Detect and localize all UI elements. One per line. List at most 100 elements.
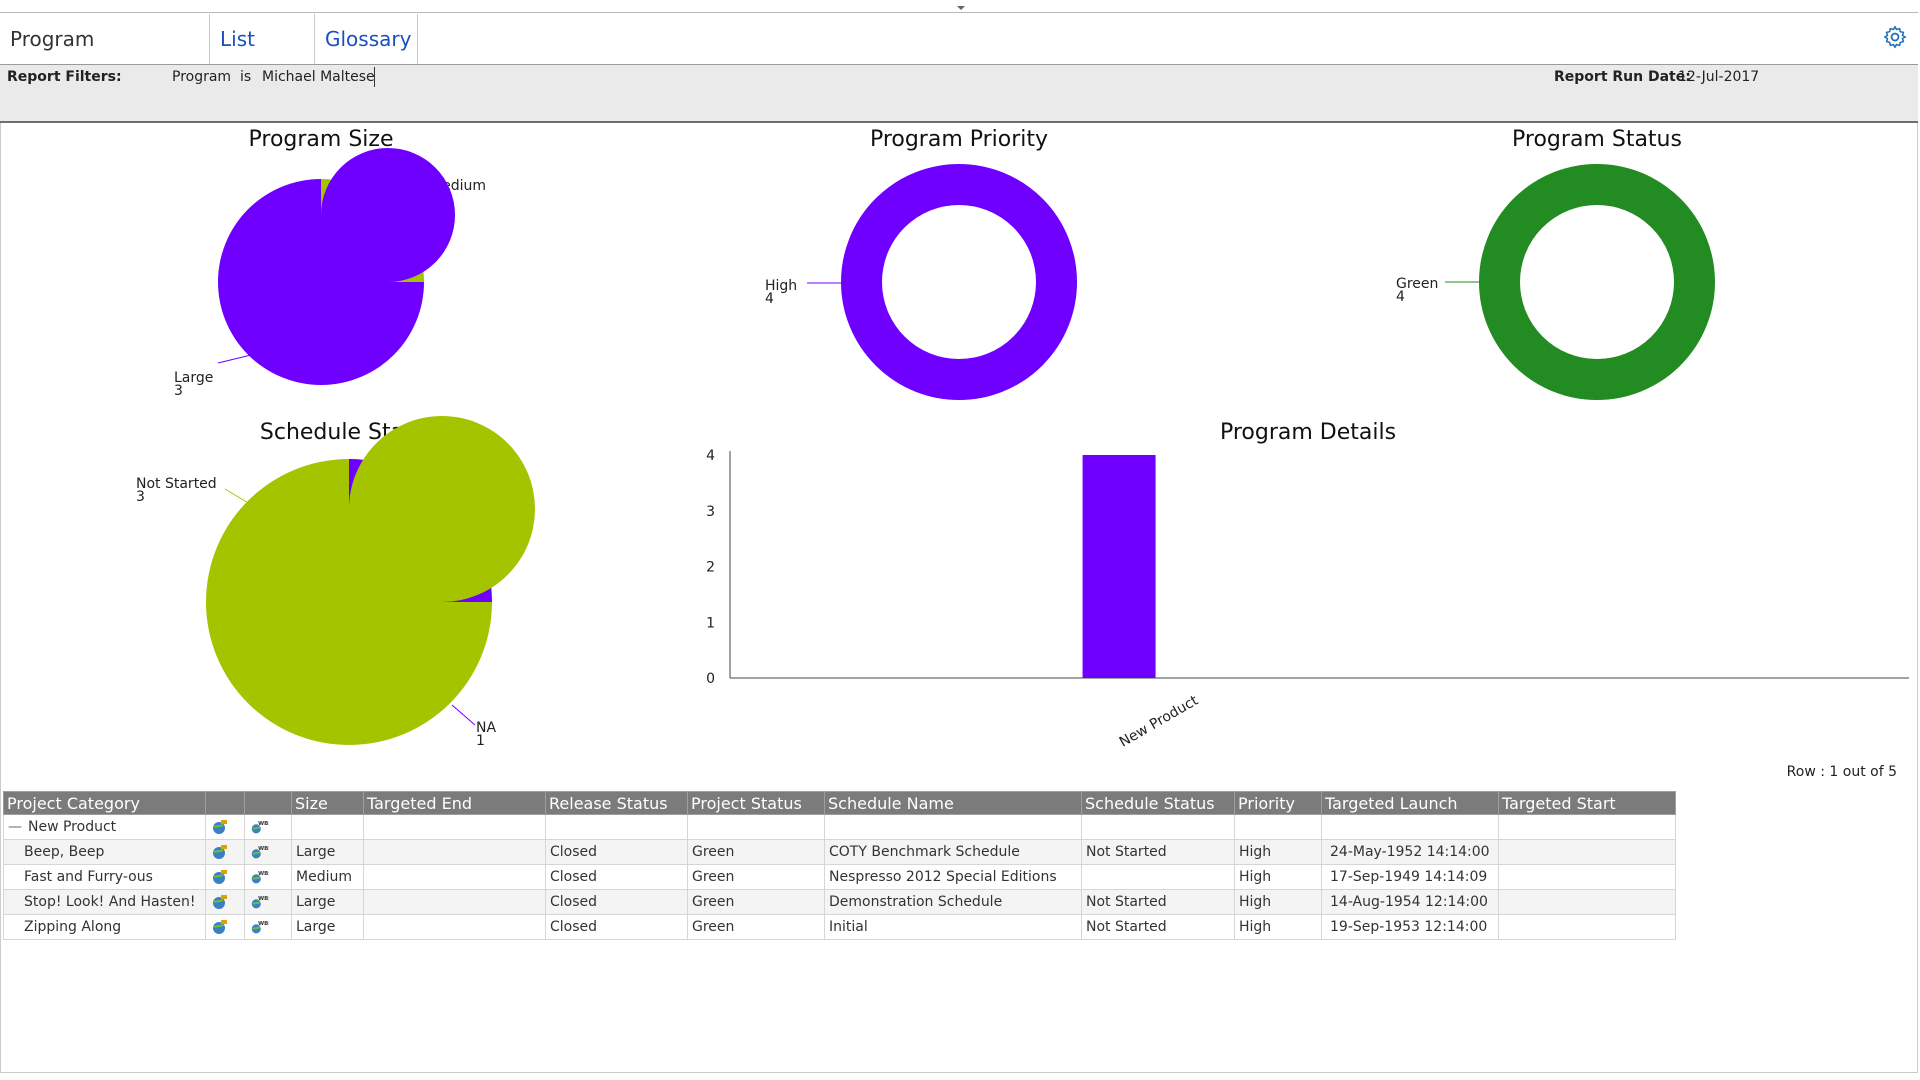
chart-title-program-status: Program Status <box>1512 127 1682 152</box>
group-row-new-product[interactable]: — New Product WBS <box>3 814 1676 840</box>
cell-icon-2[interactable]: WBS <box>244 839 292 865</box>
cell-release-status: Closed <box>545 864 688 890</box>
cell-targeted-launch: 24-May-1952 14:14:00 <box>1321 839 1499 865</box>
table-row[interactable]: Fast and Furry-ous WBS Medium Closed Gre… <box>3 864 1676 890</box>
cell-schedule-name: Initial <box>824 914 1082 940</box>
collapse-bar[interactable] <box>0 0 1918 13</box>
cell-schedule-name: Nespresso 2012 Special Editions <box>824 864 1082 890</box>
cell-targeted-start <box>1498 839 1676 865</box>
svg-text:WBS: WBS <box>258 821 269 827</box>
x-tick-label-new-product: New Product <box>1117 692 1202 750</box>
column-header-schedule-status[interactable]: Schedule Status <box>1081 791 1235 815</box>
tab-list-view[interactable]: List View <box>210 14 315 101</box>
group-cell-empty <box>363 814 546 840</box>
chart-title-program-priority: Program Priority <box>869 127 1049 152</box>
settings-gear-icon[interactable] <box>1882 24 1908 50</box>
cell-project-name[interactable]: Stop! Look! And Hasten! <box>3 889 206 915</box>
project-globe-icon[interactable] <box>210 869 230 885</box>
project-globe-icon[interactable] <box>210 894 230 910</box>
table-row[interactable]: Zipping Along WBS Large Closed Green Ini… <box>3 914 1676 940</box>
group-cell-empty <box>1498 814 1676 840</box>
project-globe-icon[interactable] <box>210 919 230 935</box>
report-filters-label: Report Filters: <box>7 69 122 85</box>
table-row[interactable]: Stop! Look! And Hasten! WBS Large Closed… <box>3 889 1676 915</box>
column-header-size[interactable]: Size <box>291 791 364 815</box>
donut-slice-program-priority-high <box>841 164 1077 400</box>
column-header-targeted-end[interactable]: Targeted End <box>363 791 546 815</box>
tab-program-dashboard[interactable]: Program Dashboard <box>0 14 210 101</box>
donut-slice-schedule-status-na-label-value: 1 <box>476 733 485 749</box>
table-row[interactable]: Beep, Beep WBS Large Closed Green COTY B… <box>3 839 1676 865</box>
cell-priority: High <box>1234 889 1322 915</box>
collapse-toggle[interactable]: — <box>8 819 22 835</box>
cell-schedule-status: Not Started <box>1081 889 1235 915</box>
column-header-release-status[interactable]: Release Status <box>545 791 688 815</box>
donut-slice-program-status-green-label-value: 4 <box>1396 289 1405 305</box>
donut-slice-program-status-green <box>1479 164 1715 400</box>
cell-project-status: Green <box>687 839 825 865</box>
cell-targeted-launch: 14-Aug-1954 12:14:00 <box>1321 889 1499 915</box>
group-cell[interactable]: — New Product <box>3 814 206 840</box>
tab-bar: Program Dashboard List View Glossary <box>0 14 1918 101</box>
cell-schedule-name: Demonstration Schedule <box>824 889 1082 915</box>
projects-table: Project Category Size Targeted End Relea… <box>3 791 1676 940</box>
cell-project-name[interactable]: Beep, Beep <box>3 839 206 865</box>
group-icon-cell-1[interactable] <box>205 814 245 840</box>
column-header-priority[interactable]: Priority <box>1234 791 1322 815</box>
program-wbs-icon[interactable]: WBS <box>249 819 269 835</box>
column-header-project-status[interactable]: Project Status <box>687 791 825 815</box>
cell-project-name[interactable]: Fast and Furry-ous <box>3 864 206 890</box>
y-tick-label-2: 2 <box>706 560 715 576</box>
tab-glossary[interactable]: Glossary <box>315 14 418 64</box>
chart-title-program-details: Program Details <box>1219 420 1397 445</box>
project-wbs-icon[interactable]: WBS <box>249 919 269 935</box>
program-globe-icon[interactable] <box>210 819 230 835</box>
filter-divider <box>374 67 375 87</box>
cell-targeted-start <box>1498 889 1676 915</box>
project-globe-icon[interactable] <box>210 844 230 860</box>
cell-icon-1[interactable] <box>205 839 245 865</box>
group-cell-empty <box>1234 814 1322 840</box>
group-icon-cell-2[interactable]: WBS <box>244 814 292 840</box>
column-header-targeted-start[interactable]: Targeted Start <box>1498 791 1676 815</box>
cell-priority: High <box>1234 864 1322 890</box>
cell-targeted-end <box>363 914 546 940</box>
cell-size: Large <box>291 889 364 915</box>
cell-targeted-launch: 19-Sep-1953 12:14:00 <box>1321 914 1499 940</box>
donut-slice-schedule-status-not-started-label-value: 3 <box>136 489 145 505</box>
filter-field: Program <box>172 69 232 85</box>
cell-project-status: Green <box>687 864 825 890</box>
svg-text:WBS: WBS <box>258 871 269 877</box>
project-wbs-icon[interactable]: WBS <box>249 869 269 885</box>
cell-icon-1[interactable] <box>205 914 245 940</box>
donut-slice-program-priority-high-label-name: High <box>765 278 797 294</box>
collapse-arrow-icon[interactable] <box>957 6 965 10</box>
row-count: Row : 1 out of 5 <box>1786 764 1897 780</box>
filter-operator: is <box>240 69 252 85</box>
svg-text:WBS: WBS <box>258 921 269 927</box>
project-wbs-icon[interactable]: WBS <box>249 844 269 860</box>
column-header-schedule-name[interactable]: Schedule Name <box>824 791 1082 815</box>
cell-schedule-status: Not Started <box>1081 914 1235 940</box>
table-header-row: Project Category Size Targeted End Relea… <box>3 791 1676 815</box>
cell-targeted-launch: 17-Sep-1949 14:14:09 <box>1321 864 1499 890</box>
svg-text:WBS: WBS <box>258 896 269 902</box>
cell-icon-2[interactable]: WBS <box>244 864 292 890</box>
report-run-date-value: 12-Jul-2017 <box>1678 69 1760 85</box>
cell-icon-1[interactable] <box>205 889 245 915</box>
donut-slice-program-size-large-label-name: Large <box>174 370 213 386</box>
donut-slice-program-size-large-leader <box>217 354 252 364</box>
cell-project-name[interactable]: Zipping Along <box>3 914 206 940</box>
cell-targeted-start <box>1498 914 1676 940</box>
y-tick-label-1: 1 <box>706 615 715 631</box>
column-header-project-category[interactable]: Project Category <box>3 791 206 815</box>
column-header-targeted-launch[interactable]: Targeted Launch <box>1321 791 1499 815</box>
cell-icon-1[interactable] <box>205 864 245 890</box>
project-wbs-icon[interactable]: WBS <box>249 894 269 910</box>
cell-project-status: Green <box>687 914 825 940</box>
cell-icon-2[interactable]: WBS <box>244 889 292 915</box>
donut-slice-program-size-large <box>218 148 455 385</box>
column-header-icon-1 <box>205 791 245 815</box>
cell-icon-2[interactable]: WBS <box>244 914 292 940</box>
